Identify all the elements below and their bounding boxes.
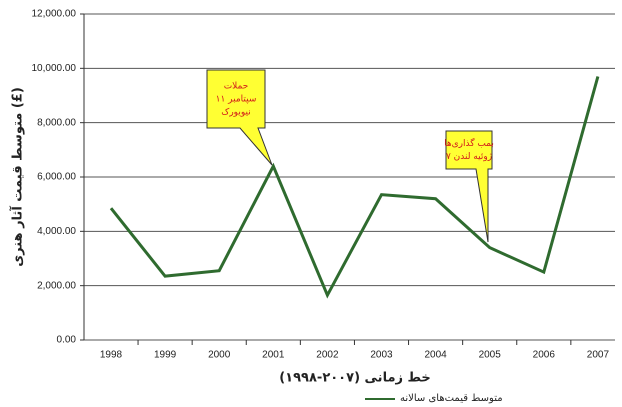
- y-axis-title: متوسط قیمت آثار هنری (£): [9, 87, 26, 267]
- x-tick-label: 2004: [424, 350, 447, 361]
- y-tick-label: 6,000.00: [37, 172, 76, 183]
- x-tick-label: 2000: [208, 350, 231, 361]
- x-tick-label: 1999: [154, 350, 177, 361]
- legend-label: متوسط قیمت‌های سالانه: [400, 393, 503, 404]
- annotation-text: ۷ ژوئیه لندن: [446, 152, 492, 162]
- annotation-text: بمب گذاری‌ها: [444, 137, 494, 149]
- y-tick-label: 12,000.00: [32, 9, 77, 20]
- x-tick-label: 2003: [370, 350, 393, 361]
- x-tick-label: 2006: [533, 350, 556, 361]
- y-tick-label: 2,000.00: [37, 280, 76, 291]
- y-tick-label: 8,000.00: [37, 117, 76, 128]
- annotation-text: نیویورک: [221, 107, 250, 118]
- annotation-text: ۱۱ سپتامبر: [216, 95, 257, 105]
- annotation-text: حملات: [224, 82, 249, 92]
- y-tick-label: 4,000.00: [37, 226, 76, 237]
- x-tick-label: 1998: [100, 350, 123, 361]
- data-line: [111, 76, 598, 295]
- x-axis-title: خط زمانی (۲۰۰۷-۱۹۹۸): [279, 371, 431, 386]
- x-tick-label: 2002: [316, 350, 339, 361]
- chart: متوسط قیمت آثار هنری (£) خط زمانی (۲۰۰۷-…: [0, 0, 622, 407]
- x-tick-label: 2001: [262, 350, 285, 361]
- y-tick-label: 10,000.00: [32, 63, 77, 74]
- x-tick-label: 2005: [479, 350, 502, 361]
- y-tick-label: 0.00: [57, 335, 77, 346]
- x-tick-label: 2007: [587, 350, 610, 361]
